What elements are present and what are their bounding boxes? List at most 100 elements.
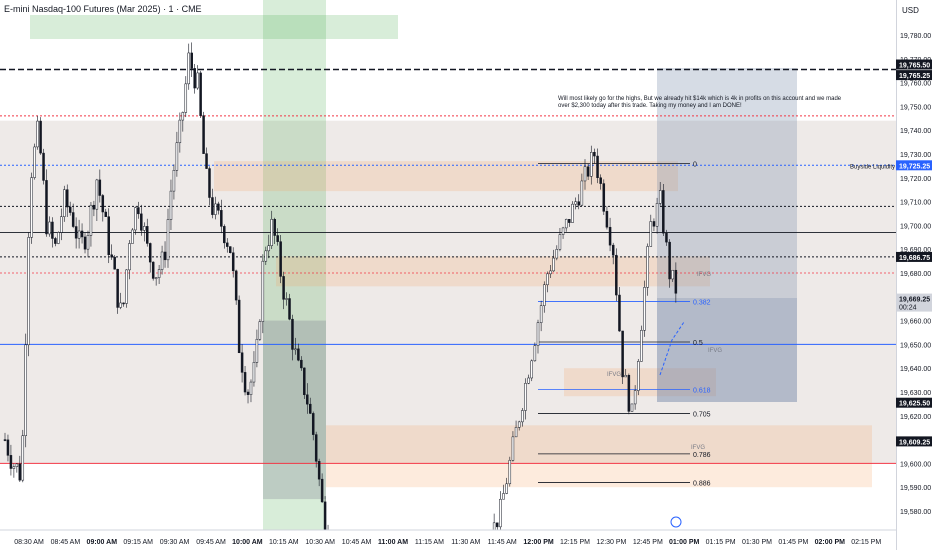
candle-body <box>196 72 199 89</box>
candle-body <box>276 235 279 242</box>
price-scale[interactable] <box>896 0 932 550</box>
time-tick-label: 11:15 AM <box>415 539 444 546</box>
price-tick-label: 19,680.00 <box>900 271 931 278</box>
candle-body <box>80 230 84 238</box>
time-tick-label: 01:15 PM <box>706 539 736 546</box>
price-label: 19,669.25 <box>899 297 930 304</box>
time-tick-label: 09:00 AM <box>87 539 118 546</box>
price-tick-label: 19,580.00 <box>900 509 931 516</box>
candle-body <box>184 83 188 113</box>
candle-body <box>652 221 656 227</box>
time-tick-label: 11:45 AM <box>488 539 517 546</box>
candle-body <box>552 257 555 272</box>
candle-body <box>146 226 149 244</box>
candle-body <box>285 298 288 300</box>
fvg-box-mid <box>276 256 710 287</box>
candle-body <box>536 322 540 346</box>
candle-body <box>577 201 580 206</box>
time-tick-label: 01:45 PM <box>778 539 808 546</box>
currency-label[interactable]: USD <box>902 6 919 15</box>
candle-body <box>549 270 552 275</box>
candle-body <box>131 229 134 244</box>
candle-body <box>568 219 571 223</box>
candle-body <box>228 246 232 253</box>
candle-body <box>63 189 66 217</box>
candle-body <box>104 211 108 217</box>
candle-body <box>60 216 63 233</box>
candle-body <box>499 498 502 528</box>
candle-body <box>57 232 60 244</box>
candle-body <box>643 287 646 331</box>
price-tick-label: 19,780.00 <box>900 33 931 40</box>
candle-body <box>521 410 524 423</box>
countdown-label: 00:24 <box>899 305 917 312</box>
candle-body <box>615 254 618 296</box>
candle-body <box>590 152 593 177</box>
price-tick-label: 19,750.00 <box>900 104 931 111</box>
candle-body <box>137 207 140 215</box>
time-tick-label: 10:30 AM <box>305 539 335 546</box>
symbol-title[interactable]: E-mini Nasdaq-100 Futures (Mar 2025) · 1… <box>4 4 202 14</box>
candle-body <box>264 250 268 262</box>
time-tick-label: 08:30 AM <box>14 539 44 546</box>
candle-body <box>33 146 36 178</box>
price-label-bg <box>896 160 932 171</box>
candle-body <box>128 243 131 271</box>
price-chart[interactable]: 0 0.382 0.5 0.618 0.705 0.786 0.886 Buyside Liq… <box>0 0 896 550</box>
time-tick-label: 10:00 AM <box>232 539 263 546</box>
ifvg-label: IFVG <box>607 372 621 378</box>
price-tick-label: 19,660.00 <box>900 319 931 326</box>
price-tick-label: 19,640.00 <box>900 366 931 373</box>
fib-label: 0.382 <box>693 300 711 307</box>
price-tick-label: 19,700.00 <box>900 223 931 230</box>
candle-body <box>119 302 122 308</box>
candle-body <box>249 381 253 395</box>
candle-body <box>297 348 300 361</box>
range-box <box>263 320 326 500</box>
candle-body <box>134 207 137 231</box>
time-tick-label: 11:00 AM <box>378 539 408 546</box>
ifvg-label: IFVG <box>708 348 722 354</box>
candle-body <box>317 461 321 480</box>
candle-body <box>51 221 54 239</box>
candle-body <box>282 276 285 300</box>
candle-body <box>86 235 90 250</box>
price-label-bg <box>896 436 932 447</box>
ifvg-label: IFVG <box>691 445 705 451</box>
price-label: 19,725.25 <box>899 163 930 170</box>
candle-body <box>602 183 606 212</box>
price-label-bg <box>896 397 932 408</box>
fib-label: 0.786 <box>693 452 711 459</box>
candle-body <box>320 478 324 503</box>
candle-body <box>514 427 518 438</box>
candle-body <box>270 219 273 246</box>
candle-body <box>148 243 152 263</box>
candle-body <box>110 254 113 258</box>
candle-body <box>27 237 30 346</box>
candle-body <box>226 242 229 247</box>
fib-label: 0 <box>693 162 697 169</box>
candle-body <box>39 120 42 154</box>
price-label-bg <box>896 293 932 312</box>
candle-body <box>89 204 93 236</box>
candle-body <box>140 213 143 231</box>
candle-body <box>187 52 190 85</box>
candle-body <box>211 197 214 215</box>
candle-body <box>508 460 512 485</box>
fvg-box-lower <box>326 425 872 488</box>
candle-body <box>65 189 69 208</box>
candle-body <box>202 115 205 154</box>
candle-body <box>294 348 297 351</box>
price-label: 19,686.75 <box>899 255 930 262</box>
candle-body <box>143 226 146 231</box>
candle-body <box>172 170 176 192</box>
price-tick-label: 19,630.00 <box>900 390 931 397</box>
candle-body <box>633 390 637 405</box>
price-tick-label: 19,690.00 <box>900 247 931 254</box>
candle-body <box>564 219 568 229</box>
time-tick-label: 11:30 AM <box>451 539 480 546</box>
price-tick-label: 19,760.00 <box>900 81 931 88</box>
candle-body <box>511 436 515 461</box>
candle-body <box>505 483 508 494</box>
